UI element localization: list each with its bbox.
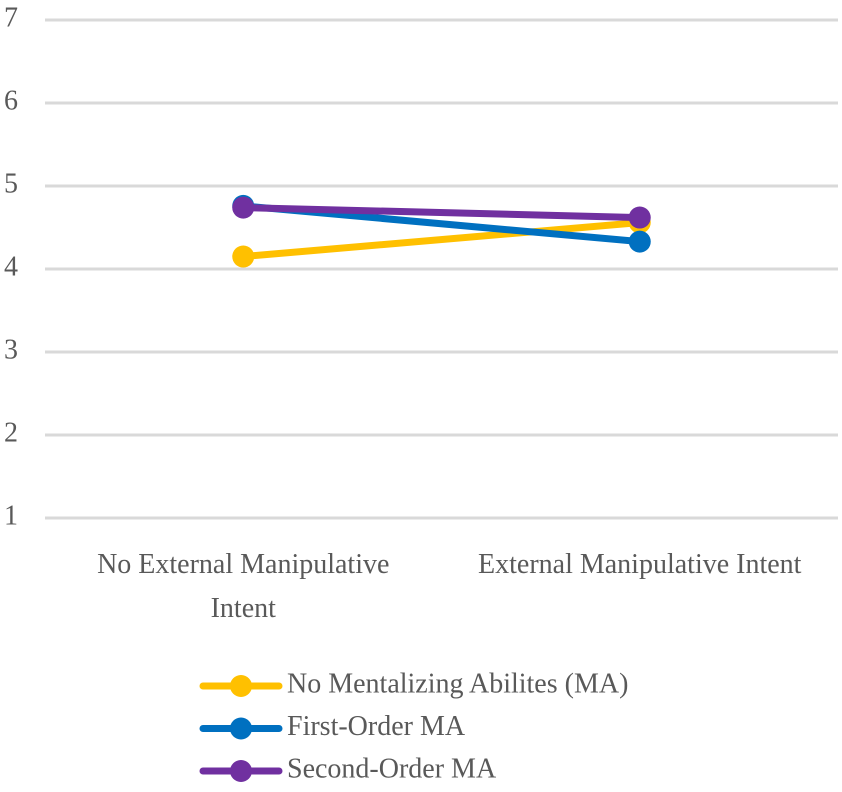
y-tick-label: 5	[4, 168, 18, 199]
y-tick-label: 7	[4, 2, 18, 33]
y-tick-label: 4	[4, 251, 18, 282]
y-tick-label: 6	[4, 85, 18, 116]
point	[232, 196, 255, 219]
legend-label: No Mentalizing Abilites (MA)	[287, 668, 628, 699]
legend-marker	[230, 760, 252, 782]
y-tick-label: 1	[4, 500, 18, 531]
point	[628, 230, 651, 253]
x-tick-label: No External Manipulative Intent	[97, 549, 390, 624]
y-tick-label: 2	[4, 417, 18, 448]
legend-marker	[230, 717, 252, 740]
x-tick-label: External Manipulative Intent	[478, 549, 802, 580]
series-line	[239, 219, 644, 261]
point	[628, 206, 651, 229]
legend-label: Second-Order MA	[287, 753, 497, 784]
legend-label: First-Order MA	[287, 711, 466, 742]
legend-marker	[230, 675, 252, 697]
series-line	[239, 204, 644, 222]
y-tick-label: 3	[4, 334, 18, 365]
point	[232, 245, 255, 268]
